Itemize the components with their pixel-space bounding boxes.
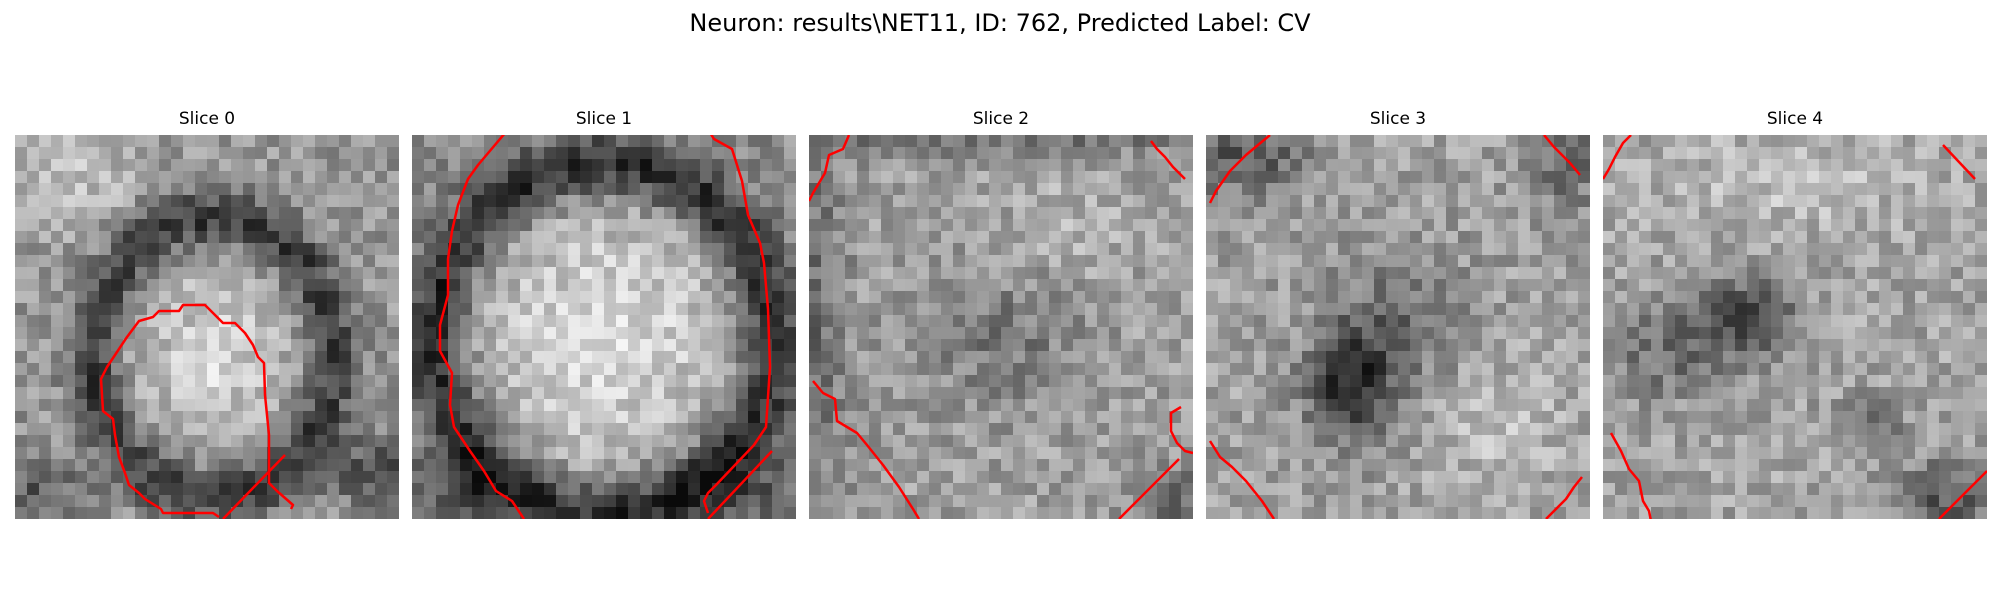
segmentation-contour <box>1609 432 1652 519</box>
segmentation-contour <box>1543 135 1581 176</box>
slice-image <box>1603 135 1987 519</box>
segmentation-contour <box>1118 458 1180 519</box>
slice-title: Slice 1 <box>575 109 633 129</box>
figure-title: Neuron: results\NET11, ID: 762, Predicte… <box>689 9 1311 37</box>
segmentation-contour <box>809 135 851 202</box>
segmentation-contour <box>702 135 772 514</box>
slice-image <box>412 135 796 519</box>
segmentation-contour <box>99 303 295 519</box>
segmentation-contour <box>1942 144 1976 180</box>
slice-title: Slice 0 <box>178 109 236 129</box>
segmentation-contour <box>1150 140 1186 180</box>
slice-image <box>15 135 399 519</box>
segmentation-contour <box>812 380 921 519</box>
segmentation-contour <box>1603 135 1632 180</box>
segmentation-contour <box>1169 405 1193 455</box>
slice-title: Slice 2 <box>972 109 1030 129</box>
segmentation-contour <box>1545 476 1583 519</box>
segmentation-contour <box>707 450 773 519</box>
segmentation-contour <box>1938 470 1987 519</box>
segmentation-contour <box>1208 440 1276 519</box>
segmentation-contour <box>1208 135 1271 204</box>
slice-title: Slice 3 <box>1369 109 1427 129</box>
slice-image <box>1206 135 1590 519</box>
segmentation-contour <box>222 454 286 519</box>
slice-title: Slice 4 <box>1766 109 1824 129</box>
slice-image <box>809 135 1193 519</box>
segmentation-contour <box>438 135 526 519</box>
